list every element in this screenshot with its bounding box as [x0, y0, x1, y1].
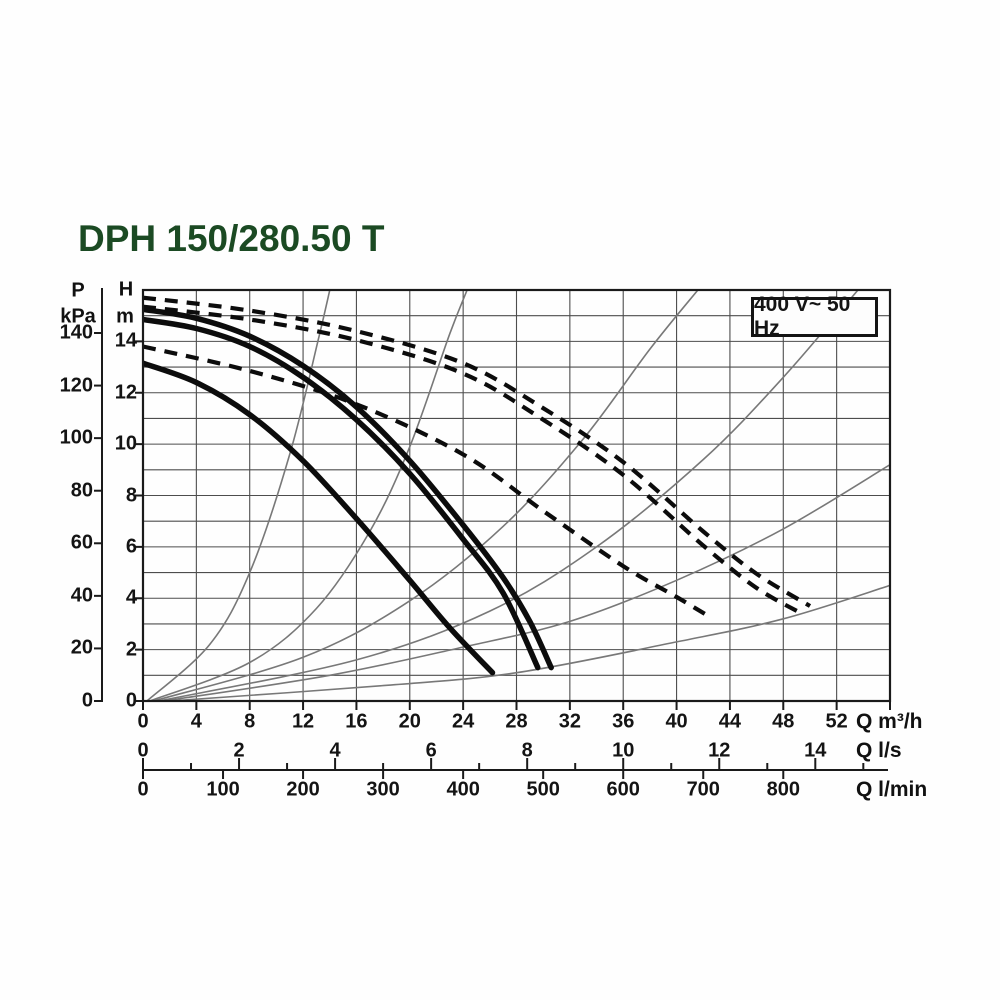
lmin-tick-200: 200: [286, 778, 320, 801]
kpa-tick-40: 40: [70, 584, 93, 607]
m3h-tick-28: 28: [505, 710, 528, 733]
head-tick-10: 10: [114, 432, 137, 455]
kpa-tick-60: 60: [70, 531, 93, 554]
lmin-tick-400: 400: [446, 778, 480, 801]
m3h-tick-40: 40: [665, 710, 688, 733]
m3h-tick-16: 16: [345, 710, 368, 733]
lmin-tick-500: 500: [526, 778, 560, 801]
voltage-frequency-badge: 400 V~ 50 Hz: [751, 293, 878, 340]
series-system-curve-1: [146, 290, 331, 701]
m3h-tick-24: 24: [452, 710, 475, 733]
series-system-curve-5: [164, 464, 890, 701]
page-title: DPH 150/280.50 T: [78, 218, 385, 259]
curve-layer: [143, 290, 890, 701]
head-tick-6: 6: [125, 535, 137, 558]
kpa-tick-20: 20: [70, 636, 93, 659]
pressure-axis-unit: kPa: [60, 305, 96, 328]
series-twin-pump-speed-3: [143, 295, 812, 608]
m3h-tick-20: 20: [398, 710, 421, 733]
kpa-tick-0: 0: [81, 689, 93, 712]
flow-lmin-unit-label: Q l/min: [856, 778, 928, 801]
m3h-tick-32: 32: [558, 710, 581, 733]
ls-tick-2: 2: [233, 739, 245, 762]
lmin-tick-800: 800: [766, 778, 800, 801]
series-single-pump-speed-3: [143, 306, 554, 671]
ls-tick-8: 8: [521, 739, 533, 762]
head-tick-0: 0: [125, 689, 137, 712]
flow-ls-unit-label: Q l/s: [856, 739, 902, 762]
m3h-tick-4: 4: [190, 710, 202, 733]
series-system-curve-3: [153, 290, 699, 701]
pressure-axis-name: P: [71, 279, 85, 302]
m3h-tick-48: 48: [772, 710, 795, 733]
ls-tick-4: 4: [329, 739, 341, 762]
ls-tick-12: 12: [708, 739, 731, 762]
m3h-tick-8: 8: [244, 710, 256, 733]
series-single-pump-speed-1: [143, 360, 496, 676]
head-axis-name: H: [118, 278, 134, 301]
m3h-tick-12: 12: [291, 710, 315, 733]
lmin-tick-600: 600: [606, 778, 640, 801]
ls-tick-6: 6: [425, 739, 437, 762]
m3h-tick-36: 36: [612, 710, 635, 733]
ls-tick-0: 0: [137, 739, 149, 762]
ls-tick-14: 14: [804, 739, 827, 762]
lmin-tick-700: 700: [686, 778, 720, 801]
series-system-curve-6: [169, 584, 890, 701]
head-tick-8: 8: [125, 484, 137, 506]
flow-m3h-unit-label: Q m³/h: [856, 710, 923, 733]
kpa-tick-140: 140: [59, 321, 93, 344]
ls-tick-10: 10: [612, 739, 635, 762]
lmin-tick-100: 100: [206, 778, 240, 801]
m3h-tick-0: 0: [137, 710, 149, 733]
lmin-tick-300: 300: [366, 778, 400, 801]
axis-ticks: [94, 288, 891, 779]
head-tick-2: 2: [125, 638, 137, 661]
kpa-tick-100: 100: [59, 426, 93, 449]
head-tick-14: 14: [114, 329, 137, 352]
series-single-pump-speed-2: [143, 316, 541, 671]
head-tick-12: 12: [114, 381, 137, 404]
lmin-tick-0: 0: [137, 778, 149, 801]
series-system-curve-4: [158, 290, 859, 701]
head-tick-4: 4: [125, 586, 137, 609]
m3h-tick-52: 52: [825, 710, 848, 733]
m3h-tick-44: 44: [718, 710, 742, 733]
head-axis-unit: m: [116, 305, 134, 328]
kpa-tick-80: 80: [70, 479, 93, 502]
kpa-tick-120: 120: [59, 374, 93, 397]
series-twin-pump-speed-1: [143, 344, 710, 618]
series-twin-pump-speed-2: [143, 304, 804, 616]
